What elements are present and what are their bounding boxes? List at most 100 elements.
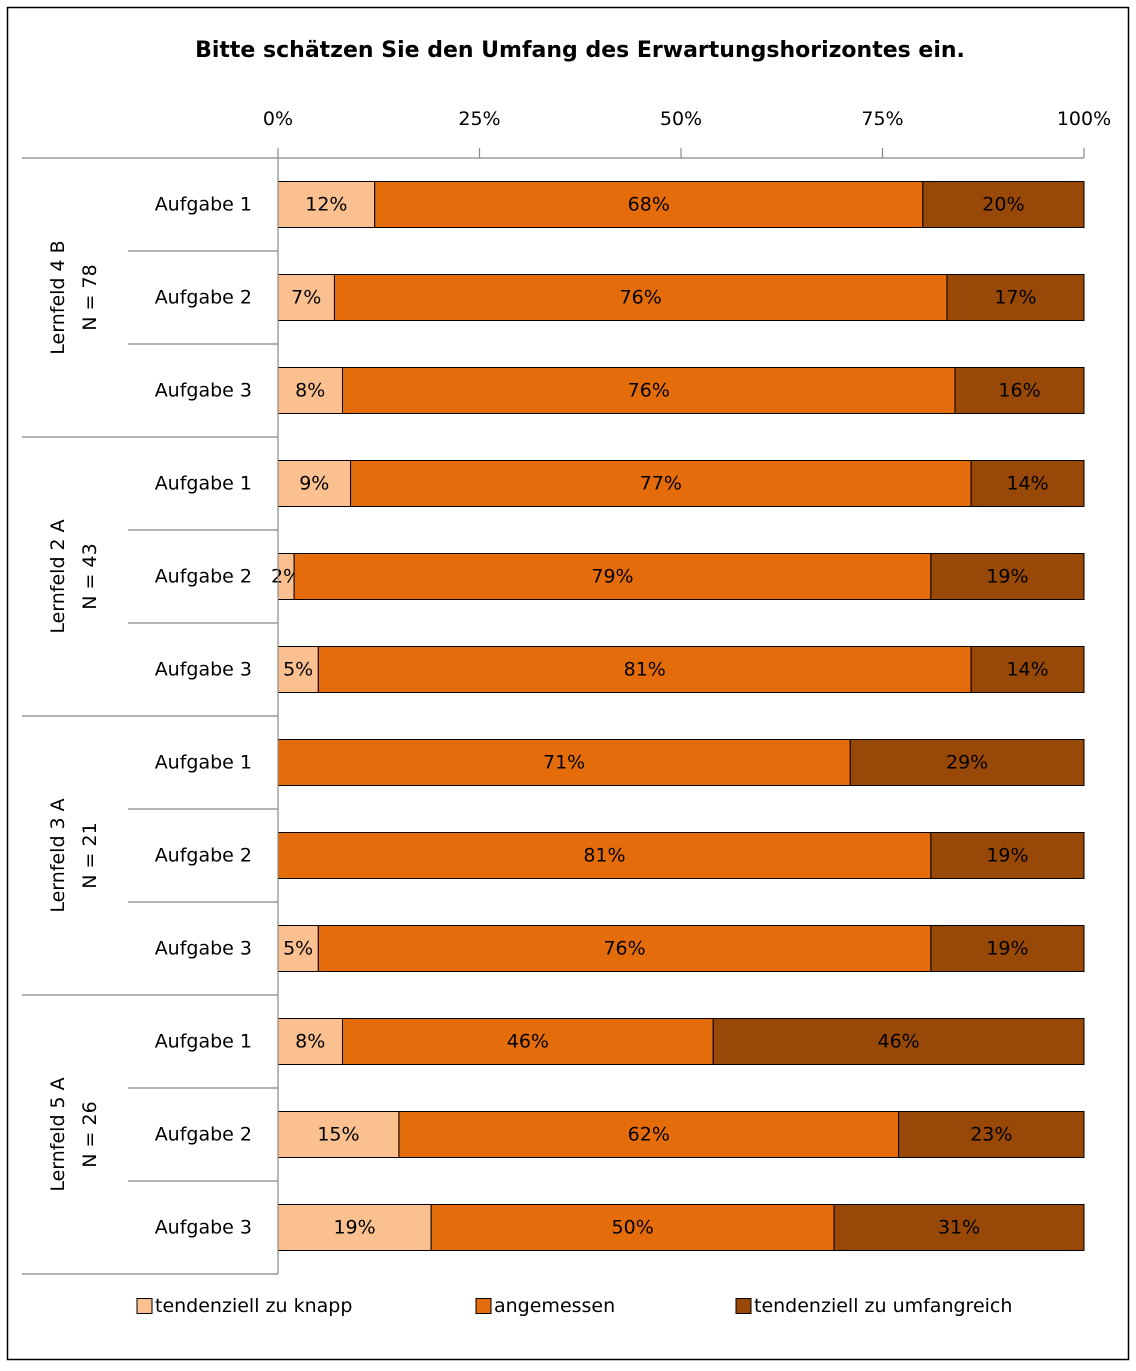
task-label: Aufgabe 1 — [155, 194, 252, 216]
task-label: Aufgabe 2 — [155, 287, 252, 309]
data-label: 68% — [628, 194, 670, 216]
task-label: Aufgabe 3 — [155, 380, 252, 402]
legend-item: tendenziell zu umfangreich — [735, 1295, 1012, 1317]
data-label: 19% — [333, 1217, 375, 1239]
group-label: Lernfeld 4 B — [47, 240, 69, 354]
bar-segment — [293, 553, 932, 600]
data-label: 14% — [1006, 473, 1048, 495]
bar-segment — [374, 181, 924, 228]
bar-segment — [430, 1204, 835, 1251]
bar-segment — [712, 1018, 1085, 1065]
chart-border — [6, 6, 1130, 1361]
bar-segment — [946, 274, 1085, 321]
legend-swatch — [475, 1298, 492, 1314]
bar-segment — [930, 832, 1085, 879]
plot-area: 12% 68% 20%7% 76% 17%8% 76% 16%9% 77% 14%2% 79% 19… — [271, 181, 1085, 1251]
task-label: Aufgabe 3 — [155, 938, 252, 960]
bar-segment — [970, 646, 1085, 693]
bar-segment — [922, 181, 1085, 228]
bar-segment — [350, 460, 972, 507]
legend-swatch — [136, 1298, 153, 1314]
data-label: 5% — [283, 938, 313, 960]
task-label: Aufgabe 1 — [155, 1031, 252, 1053]
data-label: 19% — [986, 938, 1028, 960]
data-label: 7% — [291, 287, 321, 309]
bar-segment — [277, 1111, 400, 1158]
task-label: Aufgabe 2 — [155, 1124, 252, 1146]
data-label: 76% — [620, 287, 662, 309]
task-label: Aufgabe 2 — [155, 845, 252, 867]
data-label: 20% — [982, 194, 1024, 216]
legend-label: tendenziell zu knapp — [155, 1295, 352, 1317]
task-label: Aufgabe 2 — [155, 566, 252, 588]
data-label: 81% — [583, 845, 625, 867]
group-n-label: N = 21 — [79, 822, 101, 888]
data-label: 77% — [640, 473, 682, 495]
x-tick-label: 75% — [861, 108, 903, 130]
data-label: 16% — [998, 380, 1040, 402]
bar-segment — [341, 367, 956, 414]
bar-segment — [833, 1204, 1085, 1251]
bar-segment — [277, 925, 319, 972]
data-label: 62% — [628, 1124, 670, 1146]
data-label: 19% — [986, 566, 1028, 588]
data-label: 46% — [878, 1031, 920, 1053]
data-label: 14% — [1006, 659, 1048, 681]
data-label: 76% — [603, 938, 645, 960]
data-label: 46% — [507, 1031, 549, 1053]
data-label: 79% — [591, 566, 633, 588]
group-label: Lernfeld 3 A — [47, 798, 69, 912]
data-label: 50% — [612, 1217, 654, 1239]
task-label: Aufgabe 1 — [155, 473, 252, 495]
task-label: Aufgabe 1 — [155, 752, 252, 774]
bar-segment — [277, 367, 343, 414]
data-label: 29% — [946, 752, 988, 774]
legend: tendenziell zu knapp angemessen tendenziel… — [136, 1295, 1012, 1317]
data-label: 8% — [295, 380, 325, 402]
category-axis: Lernfeld 4 B N = 78 Aufgabe 1 Aufgabe 2 Aufg… — [22, 157, 279, 1275]
data-label: 31% — [938, 1217, 980, 1239]
data-label: 17% — [994, 287, 1036, 309]
data-label: 9% — [299, 473, 329, 495]
group-label: Lernfeld 2 A — [47, 519, 69, 633]
group-n-label: N = 78 — [79, 264, 101, 330]
bar-segment — [930, 553, 1085, 600]
bar-segment — [970, 460, 1085, 507]
legend-item: tendenziell zu knapp — [136, 1295, 352, 1317]
data-label: 71% — [543, 752, 585, 774]
bar-segment — [277, 832, 932, 879]
bar-segment — [954, 367, 1085, 414]
legend-swatch — [735, 1298, 752, 1314]
group-n-label: N = 26 — [79, 1101, 101, 1167]
data-label: 81% — [624, 659, 666, 681]
bar-segment — [930, 925, 1085, 972]
x-tick-label: 50% — [660, 108, 702, 130]
bar-segment — [849, 739, 1085, 786]
data-label: 12% — [305, 194, 347, 216]
data-label: 15% — [317, 1124, 359, 1146]
legend-label: angemessen — [494, 1295, 615, 1317]
bar-segment — [398, 1111, 900, 1158]
group-label: Lernfeld 5 A — [47, 1077, 69, 1191]
bar-segment — [317, 646, 972, 693]
chart-title: Bitte schätzen Sie den Umfang des Erwart… — [195, 38, 965, 63]
group-n-label: N = 43 — [79, 543, 101, 609]
x-tick-label: 25% — [458, 108, 500, 130]
task-label: Aufgabe 3 — [155, 659, 252, 681]
bar-segment — [317, 925, 932, 972]
task-label: Aufgabe 3 — [155, 1217, 252, 1239]
bar-segment — [333, 274, 948, 321]
data-label: 76% — [628, 380, 670, 402]
bar-segment — [277, 739, 851, 786]
x-tick-label: 100% — [1057, 108, 1111, 130]
bar-segment — [277, 460, 352, 507]
x-tick-label: 0% — [263, 108, 293, 130]
data-label: 8% — [295, 1031, 325, 1053]
bar-segment — [898, 1111, 1085, 1158]
data-label: 23% — [970, 1124, 1012, 1146]
bar-segment — [277, 1204, 432, 1251]
data-label: 19% — [986, 845, 1028, 867]
legend-label: tendenziell zu umfangreich — [754, 1295, 1012, 1317]
